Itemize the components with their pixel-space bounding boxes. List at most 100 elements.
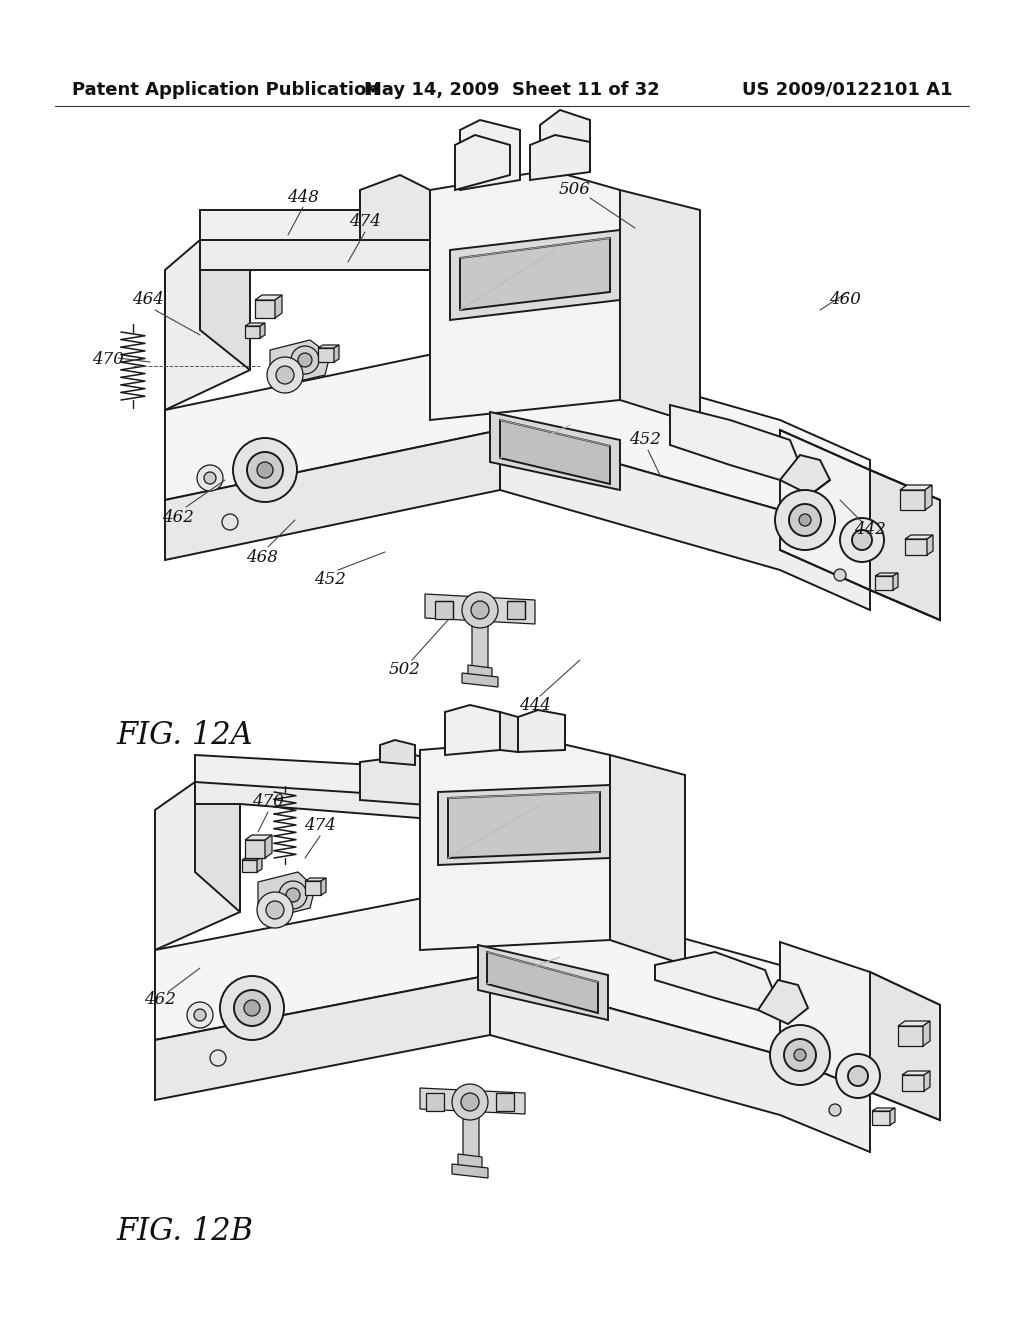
Polygon shape [458, 1154, 482, 1172]
Polygon shape [927, 535, 933, 554]
Polygon shape [420, 1088, 525, 1114]
Polygon shape [620, 190, 700, 425]
Text: 442: 442 [854, 521, 886, 539]
Polygon shape [610, 755, 685, 965]
Circle shape [836, 1053, 880, 1098]
Text: 448: 448 [287, 190, 318, 206]
Circle shape [194, 1008, 206, 1020]
Polygon shape [460, 238, 610, 310]
Text: 468: 468 [246, 549, 278, 565]
Circle shape [770, 1026, 830, 1085]
Polygon shape [780, 942, 940, 1119]
Circle shape [461, 1093, 479, 1111]
Polygon shape [318, 345, 339, 348]
Polygon shape [242, 861, 257, 873]
Polygon shape [905, 535, 933, 539]
Circle shape [197, 465, 223, 491]
Text: 462: 462 [144, 991, 176, 1008]
Polygon shape [905, 539, 927, 554]
Polygon shape [500, 420, 610, 484]
Polygon shape [925, 484, 932, 510]
Polygon shape [257, 857, 262, 873]
Polygon shape [275, 294, 282, 318]
Polygon shape [874, 573, 898, 576]
Polygon shape [902, 1071, 930, 1074]
Polygon shape [420, 741, 610, 950]
Polygon shape [500, 430, 870, 610]
Polygon shape [435, 601, 453, 619]
Polygon shape [450, 230, 620, 319]
Polygon shape [380, 741, 415, 766]
Circle shape [829, 1104, 841, 1115]
Polygon shape [893, 573, 898, 590]
Polygon shape [245, 326, 260, 338]
Polygon shape [468, 665, 492, 682]
Polygon shape [242, 857, 262, 861]
Polygon shape [255, 300, 275, 318]
Text: 460: 460 [829, 292, 861, 309]
Text: 474: 474 [349, 214, 381, 231]
Polygon shape [165, 240, 250, 411]
Circle shape [291, 346, 319, 374]
Text: 462: 462 [162, 508, 194, 525]
Polygon shape [898, 1020, 930, 1026]
Circle shape [298, 352, 312, 367]
Text: 444: 444 [519, 697, 551, 714]
Polygon shape [260, 323, 265, 338]
Polygon shape [460, 120, 520, 190]
Circle shape [794, 1049, 806, 1061]
Polygon shape [902, 1074, 924, 1092]
Polygon shape [155, 781, 240, 950]
Polygon shape [490, 412, 620, 490]
Text: 452: 452 [629, 432, 660, 449]
Circle shape [187, 1002, 213, 1028]
Polygon shape [518, 710, 565, 752]
Polygon shape [449, 792, 600, 858]
Text: 464: 464 [132, 292, 164, 309]
Text: Patent Application Publication: Patent Application Publication [72, 81, 379, 99]
Text: 452: 452 [314, 572, 346, 589]
Circle shape [286, 888, 300, 902]
Polygon shape [245, 836, 272, 840]
Polygon shape [874, 576, 893, 590]
Polygon shape [780, 455, 830, 495]
Circle shape [234, 990, 270, 1026]
Polygon shape [452, 1164, 488, 1177]
Polygon shape [200, 240, 250, 370]
Polygon shape [507, 601, 525, 619]
Polygon shape [430, 170, 620, 420]
Circle shape [834, 569, 846, 581]
Polygon shape [438, 785, 610, 865]
Polygon shape [924, 1071, 930, 1092]
Polygon shape [670, 405, 800, 480]
Circle shape [279, 880, 307, 909]
Circle shape [848, 1067, 868, 1086]
Polygon shape [245, 840, 265, 858]
Polygon shape [165, 341, 870, 550]
Polygon shape [318, 348, 334, 362]
Polygon shape [195, 781, 240, 912]
Circle shape [276, 366, 294, 384]
Polygon shape [758, 979, 808, 1024]
Circle shape [204, 473, 216, 484]
Polygon shape [200, 210, 510, 240]
Polygon shape [890, 1107, 895, 1125]
Polygon shape [540, 110, 590, 170]
Text: FIG. 12B: FIG. 12B [117, 1217, 254, 1247]
Circle shape [266, 902, 284, 919]
Polygon shape [898, 1026, 923, 1045]
Circle shape [220, 975, 284, 1040]
Polygon shape [165, 430, 500, 560]
Text: 470: 470 [92, 351, 124, 368]
Polygon shape [900, 490, 925, 510]
Polygon shape [305, 878, 326, 880]
Circle shape [244, 1001, 260, 1016]
Circle shape [775, 490, 835, 550]
Polygon shape [496, 1093, 514, 1111]
Polygon shape [270, 341, 330, 381]
Circle shape [257, 892, 293, 928]
Circle shape [462, 591, 498, 628]
Circle shape [784, 1039, 816, 1071]
Circle shape [257, 462, 273, 478]
Polygon shape [530, 135, 590, 180]
